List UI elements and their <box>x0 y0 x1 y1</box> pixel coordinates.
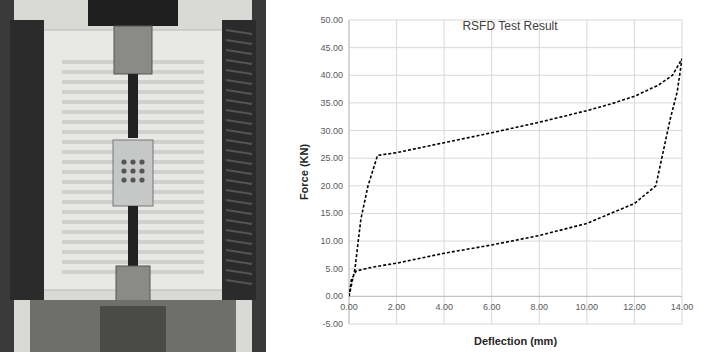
x-tick-label: 12.00 <box>623 302 646 312</box>
louver <box>226 50 252 54</box>
y-grid-line <box>349 130 682 131</box>
louver <box>226 230 252 234</box>
x-tick-label: 2.00 <box>388 302 406 312</box>
louver <box>226 180 252 184</box>
x-grid-line <box>396 20 397 324</box>
louver <box>226 120 252 124</box>
y-axis-title: Force (KN) <box>298 144 310 201</box>
upper-grip <box>114 26 152 74</box>
x-tick-label: 6.00 <box>483 302 501 312</box>
x-grid-line <box>349 20 350 324</box>
crosshead <box>88 0 178 26</box>
louver <box>226 170 252 174</box>
y-grid-line <box>349 158 682 159</box>
louver <box>226 200 252 204</box>
y-grid-line <box>349 75 682 76</box>
damper-hole <box>139 168 144 173</box>
damper-hole <box>130 168 135 173</box>
x-tick-label: 4.00 <box>435 302 453 312</box>
right-column <box>222 20 256 300</box>
left-column <box>10 20 44 300</box>
x-tick-label: 14.00 <box>671 302 694 312</box>
y-grid-line <box>349 296 682 297</box>
photo-frame <box>0 0 266 352</box>
damper-hole <box>121 177 126 182</box>
damper-hole <box>121 159 126 164</box>
x-tick-label: 10.00 <box>576 302 599 312</box>
louver <box>226 150 252 154</box>
y-tick-label: 5.00 <box>325 264 343 274</box>
y-axis-line <box>349 20 350 324</box>
y-tick-label: 25.00 <box>320 153 343 163</box>
x-tick-label: 0.00 <box>340 302 358 312</box>
louver <box>226 40 252 44</box>
louver <box>226 260 252 264</box>
x-axis-line <box>349 296 682 297</box>
photo <box>0 0 266 352</box>
louver <box>226 30 252 34</box>
louver <box>226 280 252 284</box>
wall-tile <box>62 160 204 164</box>
series-line <box>349 59 682 297</box>
chart-title: RSFD Test Result <box>462 19 558 33</box>
x-grid-line <box>491 20 492 324</box>
y-grid-line <box>349 241 682 242</box>
damper-hole <box>139 159 144 164</box>
louver <box>226 90 252 94</box>
upper-rod <box>128 74 138 138</box>
y-tick-label: 40.00 <box>320 70 343 80</box>
x-tick-label: 8.00 <box>531 302 549 312</box>
x-grid-line <box>586 20 587 324</box>
page: -5.00 0.00 5.00 10.00 15.00 20.00 25.00 30.00 35… <box>0 0 725 352</box>
damper-hole <box>130 177 135 182</box>
y-tick-label: 30.00 <box>320 126 343 136</box>
y-tick-label: 10.00 <box>320 236 343 246</box>
y-tick-label: 50.00 <box>320 15 343 25</box>
louver <box>226 110 252 114</box>
base-fixture <box>100 306 166 352</box>
plot-area <box>349 59 682 297</box>
x-grid-line <box>634 20 635 324</box>
y-grid-line <box>349 47 682 48</box>
x-axis-title: Deflection (mm) <box>474 335 557 347</box>
louver <box>226 270 252 274</box>
damper-hole <box>121 168 126 173</box>
machine-back <box>14 0 252 352</box>
lower-rod <box>128 206 138 266</box>
machine-base <box>30 300 236 352</box>
louver <box>226 60 252 64</box>
y-grid-line <box>349 102 682 103</box>
louver <box>226 220 252 224</box>
y-tick-label: -5.00 <box>322 319 343 329</box>
louver <box>226 250 252 254</box>
damper-hole <box>130 159 135 164</box>
louver <box>226 240 252 244</box>
louver <box>226 190 252 194</box>
x-grid-line <box>444 20 445 324</box>
y-tick-label: 0.00 <box>325 291 343 301</box>
louver <box>226 130 252 134</box>
y-tick-label: 15.00 <box>320 208 343 218</box>
y-tick-label: 35.00 <box>320 98 343 108</box>
damper-hole <box>139 177 144 182</box>
y-tick-label: 45.00 <box>320 43 343 53</box>
louver <box>226 100 252 104</box>
y-grid-line <box>349 268 682 269</box>
y-grid-line <box>349 185 682 186</box>
y-grid-line <box>349 213 682 214</box>
louver <box>226 140 252 144</box>
y-grid-line <box>349 324 682 325</box>
damper-body <box>113 140 153 206</box>
louver <box>226 210 252 214</box>
louver <box>226 80 252 84</box>
y-tick-label: 20.00 <box>320 181 343 191</box>
louver <box>226 70 252 74</box>
louver <box>226 160 252 164</box>
x-grid-line <box>539 20 540 324</box>
